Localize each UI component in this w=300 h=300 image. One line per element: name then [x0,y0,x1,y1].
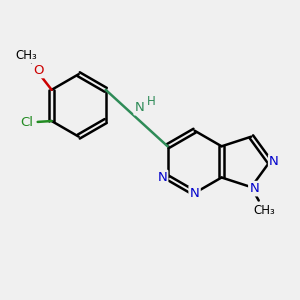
Text: CH₃: CH₃ [16,49,37,62]
Text: N: N [135,101,145,114]
Text: N: N [190,187,200,200]
Text: N: N [249,182,259,195]
Text: CH₃: CH₃ [254,203,275,217]
Text: H: H [147,95,156,108]
Text: N: N [269,155,279,168]
Text: N: N [157,171,167,184]
Text: Cl: Cl [20,116,34,129]
Text: O: O [33,64,44,77]
